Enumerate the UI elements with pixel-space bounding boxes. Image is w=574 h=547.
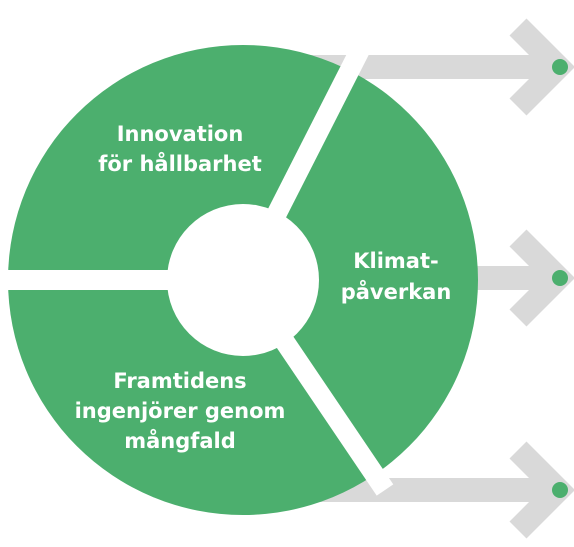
segment-label: mångfald — [124, 428, 236, 453]
segment-label: Klimat- — [353, 249, 438, 273]
segment-label: Innovation — [117, 122, 244, 146]
dot — [552, 482, 568, 498]
segment-label: ingenjörer genom — [75, 399, 286, 423]
dot — [552, 59, 568, 75]
segment-label: för hållbarhet — [98, 151, 262, 176]
segment-label: Framtidens — [113, 369, 246, 393]
segment-label: påverkan — [341, 279, 452, 304]
donut-hole — [167, 204, 319, 356]
dot — [552, 270, 568, 286]
dots — [552, 59, 568, 498]
